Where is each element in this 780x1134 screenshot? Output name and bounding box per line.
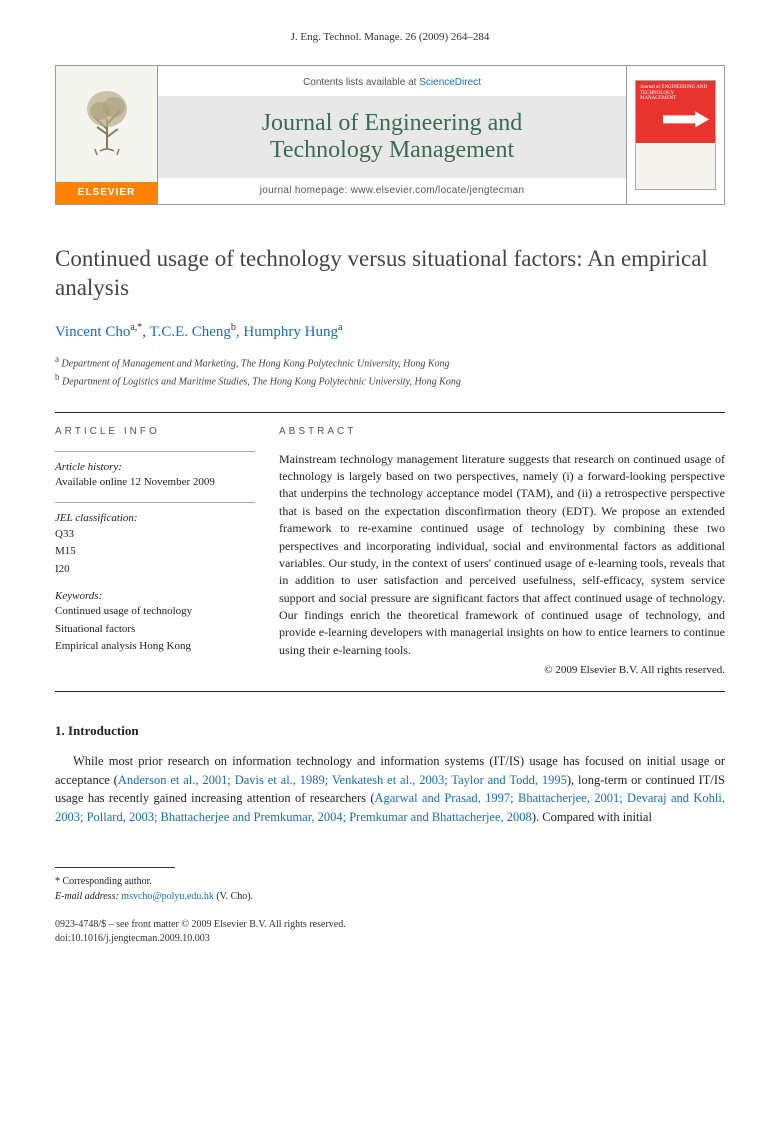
elsevier-tree-logo [56, 66, 157, 182]
contents-available-line: Contents lists available at ScienceDirec… [158, 66, 626, 96]
keywords-label: Keywords: [55, 589, 255, 604]
jel-block: JEL classification: Q33 M15 I20 [55, 502, 255, 577]
author-3-affil: a [338, 322, 342, 333]
email-line: E-mail address: msvcho@polyu.edu.hk (V. … [55, 889, 725, 904]
keyword-0: Continued usage of technology [55, 604, 255, 619]
keywords-block: Keywords: Continued usage of technology … [55, 589, 255, 655]
authors-line: Vincent Choa,*, T.C.E. Chengb, Humphry H… [55, 321, 725, 343]
jel-label: JEL classification: [55, 511, 255, 526]
cover-bottom-panel [636, 143, 715, 189]
publisher-logo-block: ELSEVIER [56, 66, 158, 204]
email-label: E-mail address: [55, 891, 119, 902]
keyword-2: Empirical analysis Hong Kong [55, 639, 255, 654]
jel-code-2: I20 [55, 562, 255, 577]
sciencedirect-link[interactable]: ScienceDirect [419, 77, 481, 88]
journal-name-line2: Technology Management [166, 137, 618, 165]
cover-title-text: Journal of ENGINEERING AND TECHNOLOGY MA… [640, 85, 711, 102]
p1-citation-1[interactable]: Anderson et al., 2001; Davis et al., 198… [118, 773, 567, 787]
author-2[interactable]: T.C.E. Cheng [150, 324, 231, 340]
cover-thumbnail-block: Journal of ENGINEERING AND TECHNOLOGY MA… [626, 66, 724, 204]
jel-code-1: M15 [55, 544, 255, 559]
elsevier-label: ELSEVIER [56, 182, 157, 204]
affiliation-b-text: Department of Logistics and Maritime Stu… [62, 377, 461, 388]
corresponding-email[interactable]: msvcho@polyu.edu.hk [121, 891, 214, 902]
author-1[interactable]: Vincent Cho [55, 324, 130, 340]
history-label: Article history: [55, 460, 255, 475]
footer-meta: 0923-4748/$ – see front matter © 2009 El… [55, 918, 725, 946]
tree-icon [72, 79, 142, 169]
history-value: Available online 12 November 2009 [55, 475, 255, 490]
email-owner: (V. Cho). [216, 891, 253, 902]
issn-line: 0923-4748/$ – see front matter © 2009 El… [55, 918, 725, 932]
journal-name-line1: Journal of Engineering and [166, 110, 618, 138]
abstract-text: Mainstream technology management literat… [279, 451, 725, 660]
author-1-affil: a,* [130, 322, 142, 333]
section-1-paragraph-1: While most prior research on information… [55, 752, 725, 827]
author-2-affil: b [231, 322, 236, 333]
footnote-rule [55, 867, 175, 868]
p1-text-c: ). Compared with initial [532, 810, 652, 824]
contents-prefix: Contents lists available at [303, 77, 419, 88]
affiliations: a Department of Management and Marketing… [55, 353, 725, 390]
journal-header: ELSEVIER Contents lists available at Sci… [55, 65, 725, 205]
article-title: Continued usage of technology versus sit… [55, 245, 725, 303]
journal-name-box: Journal of Engineering and Technology Ma… [158, 96, 626, 178]
affiliation-b: b Department of Logistics and Maritime S… [55, 371, 725, 389]
abstract-copyright: © 2009 Elsevier B.V. All rights reserved… [279, 663, 725, 678]
homepage-prefix: journal homepage: [260, 185, 351, 196]
doi-line: doi:10.1016/j.jengtecman.2009.10.003 [55, 932, 725, 946]
jel-code-0: Q33 [55, 527, 255, 542]
article-info-column: ARTICLE INFO Article history: Available … [55, 413, 255, 691]
section-1-heading: 1. Introduction [55, 722, 725, 740]
homepage-line: journal homepage: www.elsevier.com/locat… [158, 178, 626, 204]
journal-cover-thumbnail: Journal of ENGINEERING AND TECHNOLOGY MA… [635, 80, 716, 190]
journal-reference: J. Eng. Technol. Manage. 26 (2009) 264–2… [55, 30, 725, 45]
homepage-url: www.elsevier.com/locate/jengtecman [351, 185, 525, 196]
article-info-heading: ARTICLE INFO [55, 425, 255, 439]
corresponding-label: * Corresponding author. [55, 874, 725, 889]
abstract-heading: ABSTRACT [279, 425, 725, 439]
author-3[interactable]: Humphry Hung [243, 324, 338, 340]
affiliation-a-text: Department of Management and Marketing, … [62, 358, 450, 369]
cover-arrow-icon [663, 111, 709, 127]
affiliation-a: a Department of Management and Marketing… [55, 353, 725, 371]
abstract-column: ABSTRACT Mainstream technology managemen… [279, 413, 725, 691]
journal-title-block: Contents lists available at ScienceDirec… [158, 66, 626, 204]
corresponding-author-block: * Corresponding author. E-mail address: … [55, 874, 725, 904]
article-history-block: Article history: Available online 12 Nov… [55, 451, 255, 491]
keyword-1: Situational factors [55, 622, 255, 637]
info-abstract-row: ARTICLE INFO Article history: Available … [55, 412, 725, 692]
